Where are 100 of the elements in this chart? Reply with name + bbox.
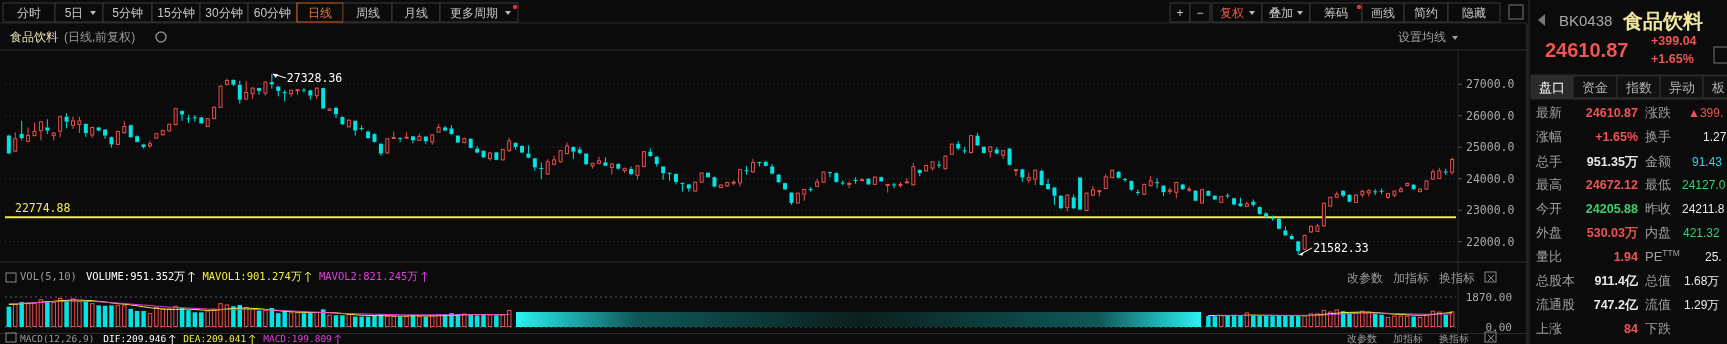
text: 换指标 bbox=[1439, 333, 1469, 344]
text: 最高 bbox=[1536, 177, 1562, 192]
bar bbox=[1449, 311, 1455, 327]
text: BK0438 bbox=[1559, 12, 1613, 29]
text: 今开 bbox=[1536, 201, 1562, 216]
bar bbox=[32, 302, 37, 327]
text: 简约 bbox=[1414, 6, 1438, 20]
text: 盘口 bbox=[1539, 81, 1565, 95]
text: 24127.0 bbox=[1682, 178, 1726, 192]
text: 421.32 bbox=[1683, 226, 1721, 240]
bar bbox=[13, 304, 18, 327]
bar bbox=[1379, 314, 1384, 327]
bar bbox=[77, 300, 82, 327]
bar bbox=[288, 312, 294, 327]
y-tick-label: 24000.0 bbox=[1466, 171, 1515, 186]
bar bbox=[109, 305, 114, 327]
bar bbox=[404, 316, 409, 327]
text: +1.65% bbox=[1595, 130, 1638, 144]
bar bbox=[295, 312, 300, 327]
text: + bbox=[1176, 6, 1184, 20]
bar bbox=[1411, 316, 1416, 327]
text: ▲399. bbox=[1688, 106, 1724, 120]
text: − bbox=[1196, 6, 1204, 20]
text: 上涨 bbox=[1536, 321, 1562, 336]
text: +1.65% bbox=[1651, 52, 1694, 66]
bar bbox=[1225, 315, 1230, 327]
bar bbox=[474, 315, 480, 327]
text: 昨收 bbox=[1645, 201, 1671, 216]
bar bbox=[147, 313, 153, 327]
text: 日线 bbox=[308, 6, 332, 20]
bar bbox=[186, 310, 191, 327]
text: 流通股 bbox=[1536, 297, 1575, 312]
text: 60分钟 bbox=[253, 6, 292, 20]
bar bbox=[122, 305, 127, 327]
ref-line-label: 22774.88 bbox=[15, 201, 71, 216]
bar bbox=[1417, 316, 1423, 327]
bar bbox=[1295, 316, 1301, 327]
bar bbox=[115, 304, 121, 327]
text: 换手 bbox=[1645, 129, 1671, 144]
text: 涨跌 bbox=[1645, 105, 1671, 120]
text: 下跌 bbox=[1645, 321, 1671, 336]
bar bbox=[346, 313, 352, 327]
text: 1.68万 bbox=[1684, 274, 1720, 288]
bar bbox=[1218, 315, 1224, 327]
text: 加指标 bbox=[1393, 271, 1429, 285]
text: PE$^{TTM}$ bbox=[1645, 248, 1680, 264]
bar bbox=[96, 305, 101, 327]
text: 外盘 bbox=[1536, 225, 1562, 240]
text: 24610.87 bbox=[1545, 39, 1629, 61]
bar bbox=[359, 316, 364, 327]
bar bbox=[1212, 316, 1218, 327]
text: 24205.88 bbox=[1585, 202, 1639, 216]
bar bbox=[45, 301, 50, 327]
text: 25. bbox=[1705, 250, 1722, 264]
text: 84 bbox=[1624, 322, 1639, 336]
text: 复权 bbox=[1220, 6, 1244, 20]
bar bbox=[333, 315, 339, 327]
text: 内盘 bbox=[1645, 225, 1671, 240]
text: 异动 bbox=[1668, 81, 1695, 95]
text: 板 bbox=[1711, 81, 1725, 95]
bar bbox=[506, 310, 512, 327]
chart-subtitle: (日线,前复权) bbox=[64, 30, 136, 44]
text: 涨幅 bbox=[1536, 129, 1562, 144]
y-tick-label: 22000.0 bbox=[1466, 234, 1515, 249]
text: 改参数 bbox=[1347, 271, 1383, 285]
text: 总股本 bbox=[1535, 273, 1575, 288]
text: 换指标 bbox=[1439, 271, 1475, 285]
text: 最新 bbox=[1536, 105, 1562, 120]
bar bbox=[199, 312, 204, 327]
bar bbox=[308, 312, 313, 327]
text: 530.03万 bbox=[1586, 226, 1638, 240]
bar bbox=[141, 310, 146, 327]
text: 金额 bbox=[1645, 154, 1671, 169]
bar bbox=[1238, 315, 1243, 327]
text: 总值 bbox=[1644, 273, 1671, 288]
bar bbox=[301, 313, 307, 327]
chart-title: VOL(5,10) bbox=[20, 270, 77, 282]
y-tick-label: 27000.0 bbox=[1466, 77, 1515, 92]
y-tick-label: 25000.0 bbox=[1466, 140, 1515, 155]
bar bbox=[468, 314, 473, 327]
text: MACD:199.809 bbox=[263, 333, 333, 344]
y-tick-label: 23000.0 bbox=[1466, 203, 1515, 218]
bar bbox=[205, 310, 210, 327]
bar bbox=[340, 315, 345, 327]
text: 91.43 bbox=[1692, 155, 1723, 169]
bar bbox=[1347, 312, 1352, 327]
bar bbox=[128, 308, 133, 327]
bar bbox=[481, 314, 486, 327]
text: DIF:209.946 bbox=[103, 333, 167, 344]
text: 指数 bbox=[1624, 81, 1652, 95]
bar bbox=[192, 312, 198, 327]
bar bbox=[51, 301, 56, 327]
text: 747.2亿 bbox=[1593, 298, 1639, 312]
bar bbox=[494, 315, 499, 327]
bar bbox=[1443, 314, 1448, 327]
text: 分时 bbox=[17, 6, 41, 20]
text: 设置均线 bbox=[1398, 30, 1446, 44]
text: 24672.12 bbox=[1585, 178, 1639, 192]
bar bbox=[1283, 315, 1288, 327]
y-tick-label: 26000.0 bbox=[1466, 108, 1515, 123]
